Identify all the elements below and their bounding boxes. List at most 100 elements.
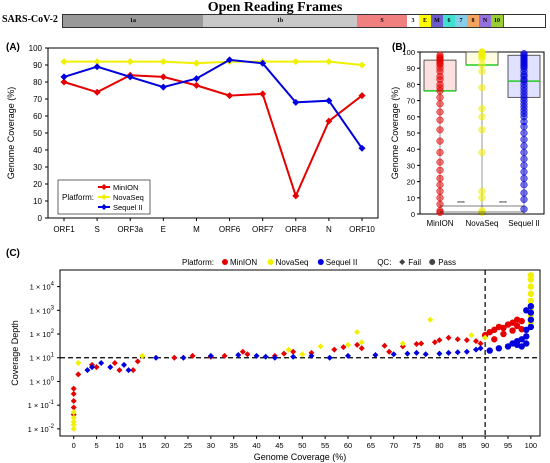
significance-label: ****: [457, 201, 465, 207]
scatter-point-fail: [70, 390, 77, 397]
scatter-point-pass: [523, 326, 530, 334]
y-tick-label: 1 × 10-1: [28, 400, 55, 410]
data-point: [93, 88, 101, 96]
box-point: [478, 148, 486, 156]
legend-swatch-marker: [101, 194, 107, 200]
data-point: [192, 75, 200, 83]
box-point: [520, 174, 528, 182]
scatter-point-fail: [308, 352, 315, 359]
x-tick-label: 90: [481, 441, 489, 450]
scatter-point-pass: [509, 319, 516, 326]
x-tick-label: Sequel II: [508, 219, 540, 228]
scatter-point-fail: [345, 341, 351, 348]
scatter-point-fail: [372, 352, 379, 359]
data-point: [358, 92, 366, 100]
scatter-point-fail: [482, 334, 489, 341]
y-tick-label: 20: [407, 178, 415, 187]
scatter-point-pass: [504, 343, 512, 350]
data-point: [292, 98, 300, 106]
x-tick-label: ORF8: [285, 225, 307, 234]
scatter-point-pass: [523, 307, 530, 314]
genome-name: SARS-CoV-2: [2, 14, 58, 25]
box-point: [520, 181, 528, 189]
box-point: [478, 105, 486, 113]
legend-label: MinION: [230, 258, 257, 267]
data-point: [159, 83, 167, 91]
y-tick-label: 70: [33, 95, 42, 104]
y-tick-label: 50: [407, 129, 415, 138]
scatter-point-fail: [70, 421, 77, 428]
box-point: [520, 135, 528, 144]
y-tick-label: 30: [407, 161, 415, 170]
scatter-point-fail: [463, 348, 470, 355]
scatter-point-fail: [221, 352, 228, 359]
box-point: [520, 189, 528, 197]
panel-b-box-plot: 0 10 20 30 40 50 60 70 80 90 100 Genome Coverage (%…: [390, 48, 545, 228]
x-axis-label: Genome Coverage (%): [254, 452, 347, 462]
scatter-point-fail: [271, 354, 278, 361]
y-tick-label: 60: [407, 113, 415, 122]
y-tick-label: 1 × 104: [30, 282, 55, 292]
scatter-point-fail: [354, 341, 361, 348]
y-tick-label: 1 × 100: [30, 376, 55, 386]
scatter-point-fail: [413, 340, 420, 347]
panel-c-scatter-plot: 0 5 10 15 20 25 30 35 40 45 50 55 60 65 70 75 80 85 90 95 10…: [10, 258, 541, 462]
scatter-point-fail: [281, 350, 287, 357]
scatter-point-fail: [207, 352, 214, 359]
box-point: [478, 61, 486, 69]
legend-swatch-marker: [101, 204, 107, 210]
data-point: [226, 92, 234, 100]
x-tick-label: 80: [435, 441, 443, 450]
scatter-point-fail: [358, 345, 365, 352]
y-tick-label: 30: [33, 163, 42, 172]
scatter-point-fail: [454, 349, 461, 356]
box-point: [478, 113, 486, 121]
scatter-point-fail: [180, 354, 187, 361]
scatter-point-fail: [399, 340, 406, 347]
orf-segment-1b: 1b: [203, 15, 358, 27]
scatter-point-fail: [290, 353, 297, 360]
y-tick-label: 100: [402, 48, 415, 57]
scatter-point-fail: [285, 346, 292, 353]
y-tick-label: 0: [411, 210, 415, 219]
x-tick-label: 100: [525, 441, 538, 450]
x-tick-label: ORF10: [349, 225, 375, 234]
scatter-point-fail: [171, 354, 178, 361]
x-tick-label: 0: [72, 441, 76, 450]
data-point: [192, 59, 200, 67]
legend-label: Sequel II: [113, 203, 143, 212]
x-tick-label: MinION: [426, 219, 453, 228]
significance-label: ****: [478, 213, 486, 219]
y-tick-label: 20: [33, 180, 42, 189]
orf-segment-1a: 1a: [63, 15, 204, 27]
scatter-point-fail: [70, 414, 77, 421]
x-tick-label: 35: [230, 441, 238, 450]
scatter-point-pass: [513, 316, 521, 323]
scatter-point-fail: [381, 342, 388, 349]
x-tick-label: 25: [184, 441, 192, 450]
x-tick-label: 55: [321, 441, 329, 450]
data-point: [325, 97, 333, 105]
box-point: [520, 168, 528, 176]
y-tick-label: 1 × 102: [30, 329, 55, 339]
significance-label: ****: [499, 201, 507, 207]
scatter-point-fail: [473, 338, 479, 345]
y-axis-label: Genome Coverage (%): [6, 87, 16, 180]
data-point: [226, 56, 234, 64]
box-point: [520, 129, 528, 137]
box-point: [478, 126, 486, 134]
scatter-point-fail: [463, 337, 470, 344]
y-tick-label: 90: [407, 64, 415, 73]
x-tick-label: E: [161, 225, 166, 234]
scatter-point-fail: [111, 360, 118, 367]
x-tick-label: 20: [161, 441, 169, 450]
y-tick-label: 50: [33, 129, 42, 138]
x-tick-label: 30: [207, 441, 215, 450]
x-tick-label: 10: [115, 441, 123, 450]
legend-title: Platform:: [182, 258, 214, 267]
scatter-point-fail: [326, 354, 333, 361]
panel-c-label: (C): [6, 248, 20, 259]
scatter-point-fail: [404, 350, 411, 357]
y-tick-label: 40: [407, 145, 415, 154]
y-tick-label: 100: [29, 44, 43, 53]
